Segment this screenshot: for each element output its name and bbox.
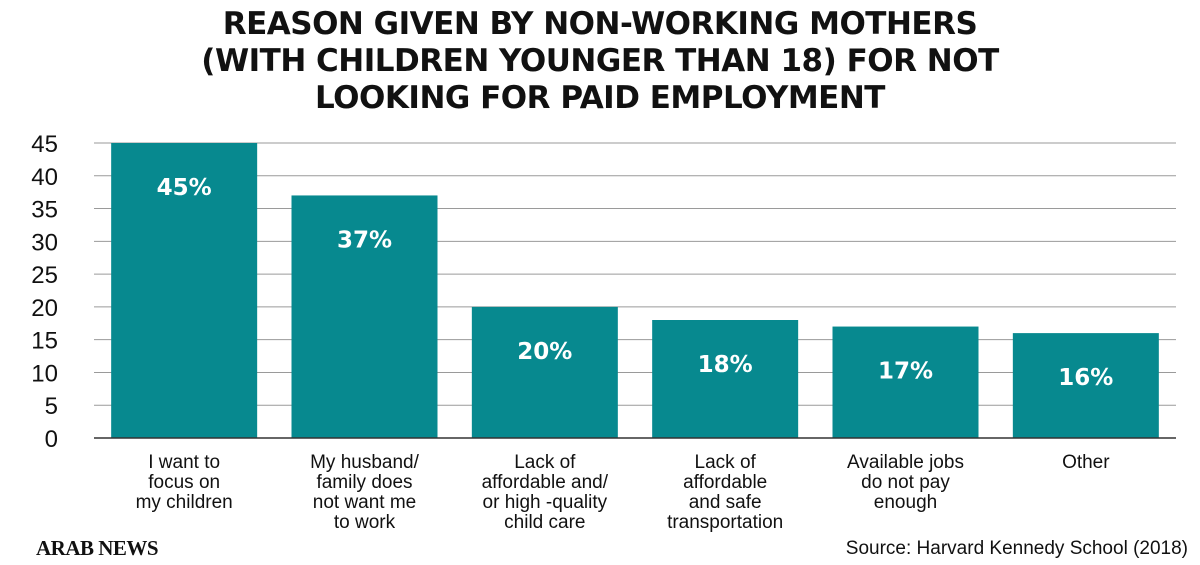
x-tick-label: and safe [689, 492, 762, 513]
bar [291, 195, 438, 438]
x-tick-label: I want to [148, 452, 220, 473]
y-tick-label: 30 [31, 229, 58, 256]
x-tick-label: to work [334, 512, 396, 533]
x-tick-label: family does [316, 472, 412, 493]
x-tick-label: or high -quality [483, 492, 608, 513]
y-tick-label: 5 [45, 393, 58, 420]
x-tick-label: affordable [683, 472, 767, 493]
y-tick-label: 15 [31, 328, 58, 355]
x-tick-label: child care [504, 512, 585, 533]
data-label: 18% [698, 352, 753, 378]
x-tick-label: My husband/ [310, 452, 420, 473]
data-label: 37% [337, 227, 392, 253]
y-tick-label: 40 [31, 164, 58, 191]
bar [111, 143, 258, 438]
bar [471, 306, 618, 438]
data-label: 45% [157, 175, 212, 201]
data-label: 20% [517, 339, 572, 365]
y-tick-label: 0 [45, 426, 58, 453]
x-tick-label: my children [136, 492, 233, 513]
y-tick-label: 35 [31, 197, 58, 224]
chart-title-line-1: REASON GIVEN BY NON-WORKING MOTHERS [222, 6, 978, 42]
chart-title: REASON GIVEN BY NON-WORKING MOTHERS (WIT… [0, 6, 1200, 117]
x-tick-label: affordable and/ [482, 472, 609, 493]
x-tick-label: do not pay [861, 472, 950, 493]
bar [1012, 333, 1159, 438]
x-tick-label: enough [874, 492, 937, 513]
y-tick-label: 45 [31, 131, 58, 158]
chart-title-line-3: LOOKING FOR PAID EMPLOYMENT [315, 80, 885, 116]
x-tick-label: Other [1062, 452, 1110, 473]
source-note: Source: Harvard Kennedy School (2018) [845, 538, 1188, 559]
y-tick-label: 10 [31, 360, 58, 387]
y-tick-label: 20 [31, 295, 58, 322]
bar [652, 320, 799, 438]
data-label: 16% [1058, 365, 1113, 391]
y-tick-label: 25 [31, 262, 58, 289]
arab-news-logo: ARAB NEWS [36, 536, 159, 560]
x-tick-label: not want me [313, 492, 417, 513]
x-tick-label: focus on [148, 472, 220, 493]
x-tick-label: Available jobs [847, 452, 964, 473]
data-label: 17% [878, 359, 933, 385]
bar [832, 326, 979, 438]
x-tick-label: Lack of [514, 452, 576, 473]
x-tick-label: Lack of [695, 452, 757, 473]
chart-title-line-2: (WITH CHILDREN YOUNGER THAN 18) FOR NOT [201, 43, 999, 79]
x-tick-label: transportation [667, 512, 783, 533]
